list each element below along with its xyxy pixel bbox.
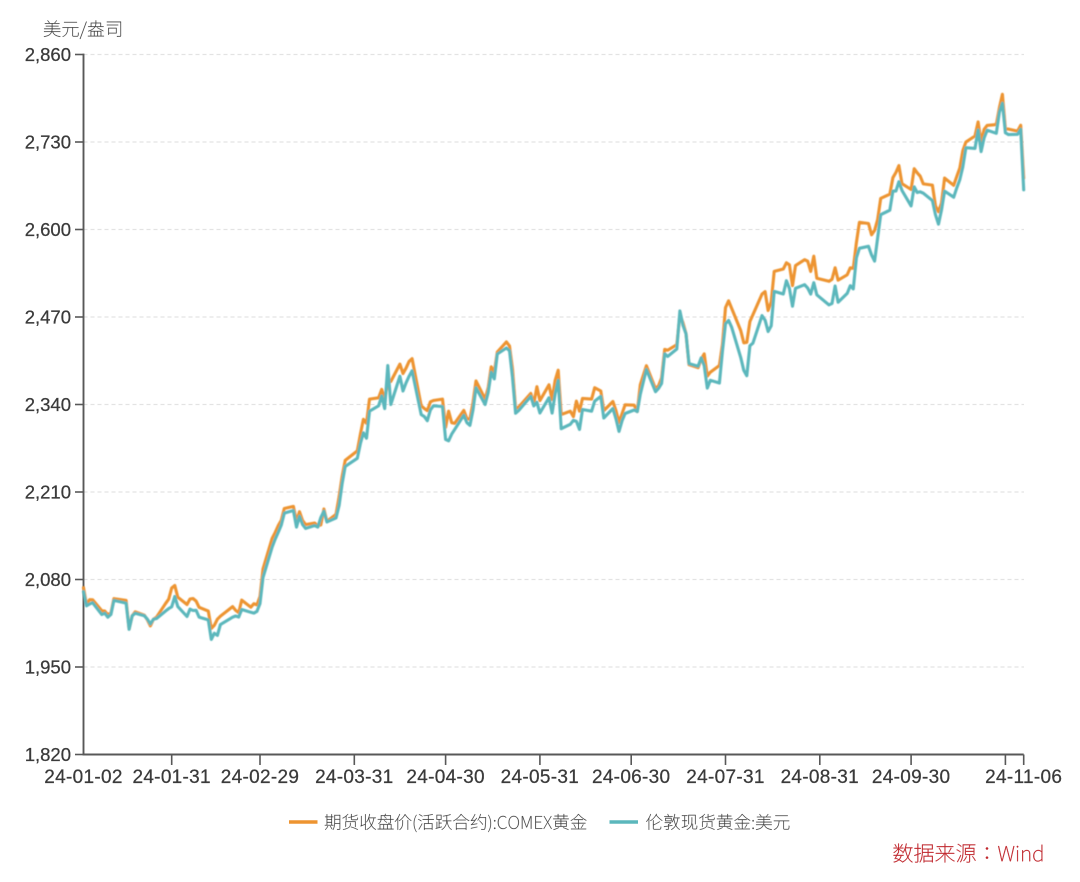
svg-text:2,860: 2,860: [25, 44, 71, 65]
svg-text:2,600: 2,600: [25, 219, 71, 240]
svg-text:24-06-30: 24-06-30: [592, 767, 670, 788]
svg-text:2,210: 2,210: [25, 481, 71, 502]
svg-text:24-01-31: 24-01-31: [132, 767, 210, 788]
svg-text:1,820: 1,820: [25, 744, 71, 765]
svg-text:24-03-31: 24-03-31: [315, 767, 393, 788]
svg-text:2,340: 2,340: [25, 394, 71, 415]
svg-text:24-02-29: 24-02-29: [221, 767, 299, 788]
svg-text:24-11-06: 24-11-06: [985, 767, 1062, 788]
svg-text:2,730: 2,730: [25, 131, 71, 152]
svg-text:24-09-30: 24-09-30: [872, 767, 950, 788]
svg-text:2,470: 2,470: [25, 306, 71, 327]
svg-text:24-05-31: 24-05-31: [501, 767, 579, 788]
svg-text:24-07-31: 24-07-31: [686, 767, 764, 788]
svg-text:24-04-30: 24-04-30: [406, 767, 484, 788]
svg-text:24-01-02: 24-01-02: [44, 767, 122, 788]
svg-text:1,950: 1,950: [25, 656, 71, 677]
svg-text:2,080: 2,080: [25, 569, 71, 590]
svg-text:24-08-31: 24-08-31: [781, 767, 859, 788]
